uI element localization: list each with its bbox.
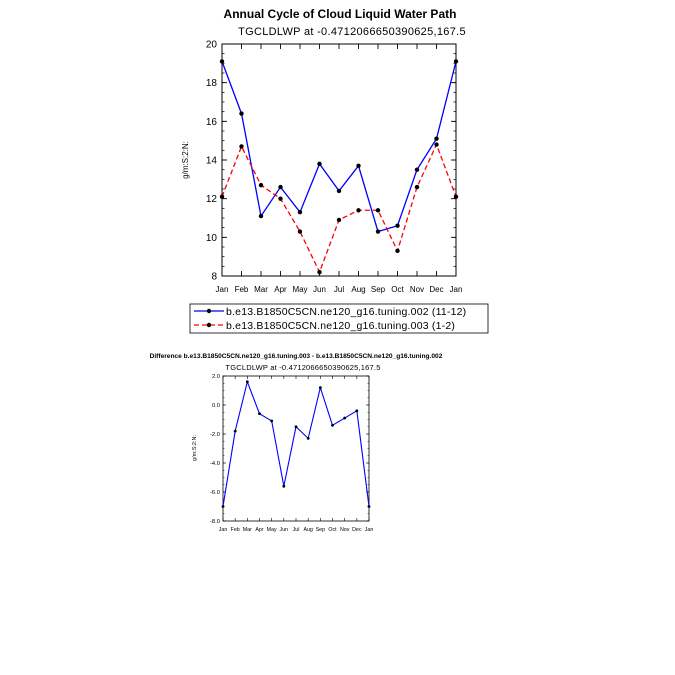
chart1-series-1-point <box>278 184 283 190</box>
chart2-series-1-point <box>343 416 347 420</box>
chart2-y-tick-label: -6.0 <box>210 490 220 496</box>
chart1-x-tick-label: Jul <box>334 285 344 294</box>
chart2-y-tick-label: -2.0 <box>210 432 220 438</box>
chart1-series-2-point <box>278 196 283 201</box>
chart2-x-tick-label: Mar <box>243 527 252 533</box>
chart2-x-tick-label: Jan <box>365 527 374 533</box>
chart1-y-tick-label: 18 <box>206 78 218 89</box>
chart2-x-tick-label: Feb <box>231 527 240 533</box>
annual-cycle-chart: Annual Cycle of Cloud Liquid Water Path … <box>181 7 489 334</box>
legend-marker-series-1 <box>206 308 212 314</box>
chart1-series-2-point <box>336 217 342 223</box>
chart2-x-tick-label: Nov <box>340 527 350 533</box>
chart1-x-tick-label: Apr <box>274 285 287 294</box>
chart2-y-tick-label: -4.0 <box>210 461 220 467</box>
chart2-series-1-point <box>367 505 371 508</box>
chart2-series-1-point <box>270 419 274 423</box>
chart2-axes: Jan Feb Mar Apr May Jun Jul Aug Sep Oct Nov Dec Jan-… <box>210 374 373 533</box>
chart1-series-2-point <box>434 142 439 147</box>
chart1-x-tick-label: May <box>292 285 307 294</box>
chart1-series-2-point <box>395 248 400 254</box>
chart2-series-1-point <box>355 409 359 413</box>
chart2-ylabel: g/m:S:2:N: <box>192 435 198 461</box>
chart1-series-1-point <box>317 161 322 167</box>
chart1-x-tick-label: Mar <box>254 285 268 294</box>
chart1-series-1-point <box>356 163 361 168</box>
chart1-series <box>219 59 459 275</box>
chart2-series-1-point <box>258 412 261 416</box>
chart1-axes: Jan Feb Mar Apr May Jun Jul Aug Sep Oct Nov Dec Jan 8… <box>206 40 463 295</box>
chart2-x-tick-label: Dec <box>352 527 362 533</box>
chart1-title: Annual Cycle of Cloud Liquid Water Path <box>224 7 457 21</box>
chart1-subtitle: TGCLDLWP at -0.4712066650390625,167.5 <box>238 26 466 38</box>
chart1-series-2-point <box>258 182 264 188</box>
chart1-x-tick-label: Oct <box>391 285 404 294</box>
chart1-series-1-point <box>258 213 264 219</box>
chart1-series-1-point <box>297 210 303 215</box>
chart2-y-tick-label: 0.0 <box>212 403 220 409</box>
chart2-series <box>221 379 371 508</box>
chart1-x-tick-label: Jun <box>313 285 326 294</box>
chart1-series-1-point <box>434 136 439 141</box>
chart1-series-2-point <box>219 194 225 199</box>
legend-marker-series-2 <box>206 322 212 328</box>
chart2-x-tick-label: Jun <box>280 527 289 533</box>
chart1-series-2-point <box>356 208 361 213</box>
chart1-y-tick-label: 20 <box>206 40 218 51</box>
chart1-y-tick-label: 16 <box>206 117 218 128</box>
chart2-x-tick-label: Oct <box>328 527 337 533</box>
chart2-x-tick-label: Aug <box>303 527 312 533</box>
chart1-series-2-point <box>375 208 381 213</box>
chart2-series-1-point <box>245 380 249 384</box>
chart1-series-2-point <box>414 184 420 190</box>
chart2-series-1-point <box>331 423 334 427</box>
chart2-x-tick-label: Jan <box>219 527 228 533</box>
legend-label-series-2: b.e13.B1850C5CN.ne120_g16.tuning.003 (1-… <box>226 320 455 332</box>
chart2-series-1-point <box>221 505 225 508</box>
legend-label-series-1: b.e13.B1850C5CN.ne120_g16.tuning.002 (11… <box>226 306 466 318</box>
chart1-series-2-point <box>317 269 322 275</box>
chart2-y-tick-label: 2.0 <box>212 374 220 380</box>
chart1-series-1-point <box>375 229 381 234</box>
chart2-x-tick-label: Jul <box>293 527 300 533</box>
chart1-y-tick-label: 12 <box>206 194 218 205</box>
chart1-series-2-point <box>239 144 244 149</box>
chart1-x-tick-label: Nov <box>410 285 424 294</box>
chart1-series-1-point <box>414 167 420 172</box>
chart1-x-tick-label: Sep <box>371 285 386 294</box>
legend-frame <box>189 303 489 334</box>
difference-chart: Difference b.e13.B1850C5CN.ne120_g16.tun… <box>150 353 443 533</box>
chart2-series-1-point <box>282 484 286 488</box>
chart1-series-1-point <box>395 223 400 228</box>
chart2-series-1-point <box>318 386 322 389</box>
chart2-x-tick-label: Sep <box>316 527 325 533</box>
chart2-x-tick-label: May <box>267 527 277 533</box>
chart1-y-tick-label: 10 <box>206 233 218 244</box>
chart2-title: Difference b.e13.B1850C5CN.ne120_g16.tun… <box>150 353 443 360</box>
chart2-series-1-point <box>233 429 237 433</box>
chart1-series-2-point <box>297 229 303 234</box>
chart1-series-1-point <box>239 111 244 116</box>
chart1-legend: b.e13.B1850C5CN.ne120_g16.tuning.002 (11… <box>189 303 489 334</box>
chart2-x-tick-label: Apr <box>255 527 263 533</box>
chart1-ylabel: g/m:S:2:N: <box>181 141 190 179</box>
chart2-series-1-point <box>306 436 310 440</box>
chart2-y-tick-label: -8.0 <box>210 519 220 525</box>
chart1-x-tick-label: Dec <box>429 285 443 294</box>
chart1-y-tick-label: 8 <box>211 272 217 283</box>
chart1-series-1-point <box>453 59 459 64</box>
chart1-series-1-point <box>219 59 225 64</box>
chart1-x-tick-label: Aug <box>351 285 365 294</box>
chart1-series-1-point <box>336 188 342 194</box>
chart2-series-1-point <box>294 425 298 429</box>
chart1-x-tick-label: Jan <box>216 285 229 294</box>
chart2-subtitle: TGCLDLWP at -0.4712066650390625,167.5 <box>225 363 380 372</box>
chart1-x-tick-label: Jan <box>450 285 463 294</box>
chart1-x-tick-label: Feb <box>235 285 249 294</box>
chart1-y-tick-label: 14 <box>206 156 218 167</box>
chart1-series-2-point <box>453 194 459 199</box>
